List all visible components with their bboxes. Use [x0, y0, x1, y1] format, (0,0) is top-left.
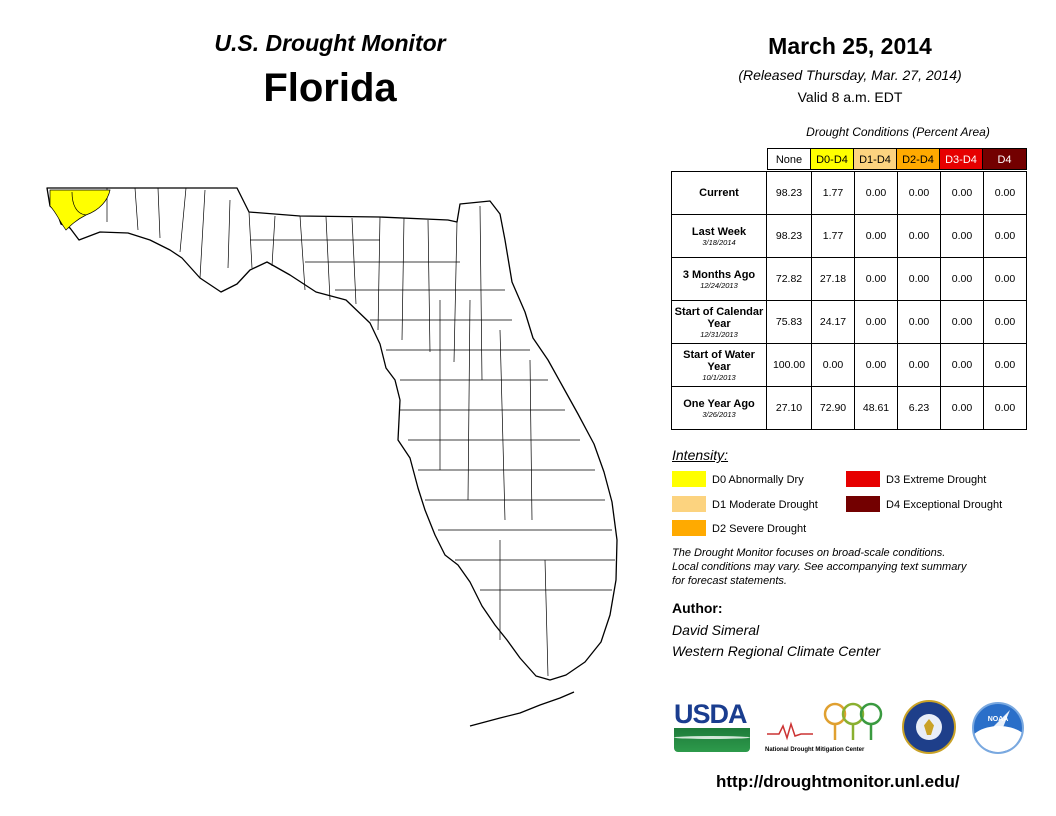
- legend-label-d1: D1 Moderate Drought: [712, 499, 818, 511]
- table-cell: 72.82: [766, 257, 812, 301]
- florida-outline: [46, 187, 618, 681]
- table-cell: 0.00: [897, 300, 941, 344]
- noaa-logo: NOAA: [972, 702, 1024, 754]
- usda-logo: USDA: [674, 700, 750, 752]
- table-cell: 0.00: [811, 343, 855, 387]
- row-label: 3 Months Ago 12/24/2013: [671, 257, 767, 301]
- table-cell: 0.00: [940, 171, 984, 215]
- table-cell: 0.00: [854, 214, 898, 258]
- valid-time: Valid 8 a.m. EDT: [797, 89, 903, 105]
- website-link[interactable]: http://droughtmonitor.unl.edu/: [716, 772, 960, 791]
- col-d3-d4-header: D3-D4: [939, 148, 983, 170]
- row-label: Last Week 3/18/2014: [671, 214, 767, 258]
- table-row: Start of Calendar Year 12/31/2013 75.83 24.…: [671, 300, 1027, 344]
- author-block: David Simeral Western Regional Climate C…: [672, 620, 880, 662]
- row-label: Start of Calendar Year 12/31/2013: [671, 300, 767, 344]
- table-cell: 0.00: [983, 300, 1027, 344]
- table-cell: 1.77: [811, 214, 855, 258]
- table-cell: 0.00: [983, 214, 1027, 258]
- table-row: One Year Ago 3/26/2013 27.10 72.90 48.61 6.23…: [671, 386, 1027, 430]
- table-cell: 72.90: [811, 386, 855, 430]
- disclaimer-note: The Drought Monitor focuses on broad-sca…: [672, 547, 967, 587]
- map-date: March 25, 2014: [768, 33, 932, 59]
- table-cell: 0.00: [940, 257, 984, 301]
- drought-conditions-table: Current 98.23 1.77 0.00 0.00 0.00 0.00 Last Wee…: [671, 171, 1027, 430]
- table-cell: 0.00: [854, 343, 898, 387]
- legend-label-d3: D3 Extreme Drought: [886, 474, 987, 486]
- legend-title: Intensity:: [672, 447, 729, 463]
- table-cell: 0.00: [897, 343, 941, 387]
- table-cell: 27.18: [811, 257, 855, 301]
- table-row: 3 Months Ago 12/24/2013 72.82 27.18 0.00 0.00…: [671, 257, 1027, 301]
- commerce-seal: [902, 700, 956, 754]
- keys: [469, 691, 575, 727]
- d0-abnormally-dry-area: [49, 189, 111, 231]
- table-cell: 0.00: [940, 300, 984, 344]
- legend-swatch-d3: [846, 471, 880, 487]
- ndmc-logo: National Drought Mitigation Center: [765, 700, 885, 755]
- table-cell: 1.77: [811, 171, 855, 215]
- col-d4-header: D4: [982, 148, 1027, 170]
- row-label: Current: [671, 171, 767, 215]
- table-cell: 0.00: [983, 343, 1027, 387]
- release-date: (Released Thursday, Mar. 27, 2014): [738, 67, 962, 83]
- table-cell: 0.00: [940, 214, 984, 258]
- legend-label-d2: D2 Severe Drought: [712, 523, 807, 535]
- table-cell: 75.83: [766, 300, 812, 344]
- col-none-header: None: [767, 148, 811, 170]
- table-caption: Drought Conditions (Percent Area): [806, 125, 990, 139]
- table-cell: 24.17: [811, 300, 855, 344]
- table-cell: 27.10: [766, 386, 812, 430]
- table-row: Last Week 3/18/2014 98.23 1.77 0.00 0.00 0.00 0…: [671, 214, 1027, 258]
- legend-swatch-d1: [672, 496, 706, 512]
- table-cell: 0.00: [854, 171, 898, 215]
- florida-map: [46, 187, 618, 727]
- col-d1-d4-header: D1-D4: [853, 148, 897, 170]
- table-cell: 0.00: [983, 257, 1027, 301]
- legend-swatch-d2: [672, 520, 706, 536]
- table-cell: 0.00: [940, 386, 984, 430]
- table-cell: 0.00: [940, 343, 984, 387]
- map-title: U.S. Drought Monitor: [214, 30, 446, 56]
- table-cell: 0.00: [983, 386, 1027, 430]
- legend-label-d4: D4 Exceptional Drought: [886, 499, 1003, 511]
- table-row: Start of Water Year 10/1/2013 100.00 0.00 0.…: [671, 343, 1027, 387]
- table-cell: 0.00: [983, 171, 1027, 215]
- table-cell: 0.00: [897, 171, 941, 215]
- col-d0-d4-header: D0-D4: [810, 148, 854, 170]
- state-name: Florida: [263, 66, 397, 110]
- table-cell: 98.23: [766, 214, 812, 258]
- legend-swatch-d4: [846, 496, 880, 512]
- ndmc-trees-icon: [767, 702, 883, 741]
- table-cell: 0.00: [897, 257, 941, 301]
- legend-swatch-d0: [672, 471, 706, 487]
- county-boundaries: [106, 187, 615, 677]
- author-name: David Simeral: [672, 622, 760, 638]
- table-row: Current 98.23 1.77 0.00 0.00 0.00 0.00: [671, 171, 1027, 215]
- table-cell: 48.61: [854, 386, 898, 430]
- table-cell: 100.00: [766, 343, 812, 387]
- table-cell: 0.00: [897, 214, 941, 258]
- row-label: One Year Ago 3/26/2013: [671, 386, 767, 430]
- row-label: Start of Water Year 10/1/2013: [671, 343, 767, 387]
- author-org: Western Regional Climate Center: [672, 643, 881, 659]
- legend-label-d0: D0 Abnormally Dry: [712, 474, 804, 486]
- table-cell: 0.00: [854, 300, 898, 344]
- author-heading: Author:: [672, 600, 723, 616]
- col-d2-d4-header: D2-D4: [896, 148, 940, 170]
- table-cell: 6.23: [897, 386, 941, 430]
- table-cell: 98.23: [766, 171, 812, 215]
- table-cell: 0.00: [854, 257, 898, 301]
